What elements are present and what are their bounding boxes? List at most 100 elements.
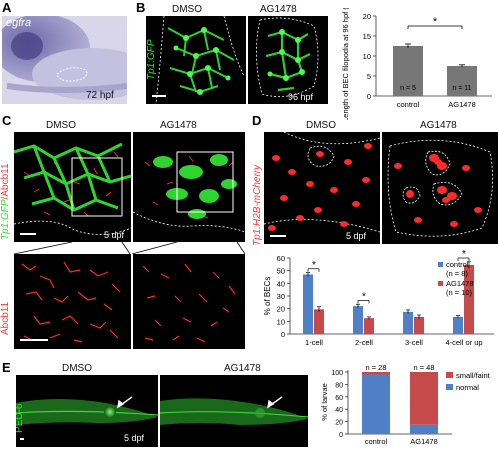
y-tick-label: 40 — [277, 279, 285, 288]
y-tick-label: 80 — [335, 382, 343, 389]
ped6-uptake-chart: 0 20 40 60 80 100 n = 28 control n = 48 AG1478 %… — [320, 363, 491, 446]
dmso-label: DMSO — [62, 363, 92, 374]
abcb11-text: /Abcb11 — [0, 163, 11, 200]
y-tick-label: 15 — [363, 32, 371, 41]
panel-label-a: A — [2, 0, 12, 15]
bar-n-label: n = 5 — [400, 85, 416, 92]
tp1-gfp-text: Tp1:GFP — [0, 199, 11, 240]
legend-swatch-normal — [446, 384, 453, 390]
panel-label-d: D — [252, 113, 262, 128]
panel-e-dmso-image: PED-6 5 dpf — [16, 375, 158, 447]
y-axis-label: % of larvae — [320, 383, 329, 421]
ag1478-label: AG1478 — [224, 363, 261, 374]
x-tick-label: AG1478 — [410, 437, 438, 446]
y-tick-label: 60 — [335, 395, 343, 402]
dmso-label: DMSO — [172, 4, 202, 15]
x-tick-label: 2-cell — [355, 338, 373, 347]
legend-control-n: (n = 8) — [446, 269, 468, 278]
timepoint-label: 72 hpf — [86, 90, 114, 101]
legend-ag1478: AG1478 — [446, 279, 474, 288]
timepoint-label: 5 dpf — [124, 433, 145, 443]
ag1478-ped6-larva — [160, 396, 308, 425]
ag1478-label: AG1478 — [160, 120, 197, 131]
ag1478-label: AG1478 — [420, 120, 457, 131]
dmso-gfp-abcb11-merge — [14, 142, 131, 235]
bar-normal-control — [362, 374, 390, 434]
ag1478-gfp-abcb11-merge — [133, 151, 245, 233]
bar-ag1478 — [447, 66, 477, 96]
panel-b-ag1478-image: 96 hpf — [248, 16, 328, 104]
y-tick-label: 30 — [277, 292, 285, 301]
y-tick-label: 20 — [335, 420, 343, 427]
timepoint-label: 96 hpf — [288, 92, 314, 102]
dmso-label: DMSO — [46, 120, 76, 131]
bar-small-faint-control — [362, 372, 390, 375]
ag1478-bec-network — [256, 17, 319, 98]
x-tick-label: control — [365, 437, 388, 446]
panel-d-dmso-image: 5 dpf — [264, 132, 380, 244]
gene-label: egfra — [6, 17, 32, 29]
ag1478-label: AG1478 — [260, 4, 297, 15]
y-axis-label: % of BECs — [263, 277, 272, 316]
timepoint-label: 5 dpf — [104, 230, 125, 240]
x-tick-label: control — [397, 100, 420, 109]
legend-swatch-small-faint — [446, 372, 453, 378]
ag1478-nuclei — [387, 139, 494, 237]
legend-swatch-ag1478 — [438, 281, 443, 286]
y-tick-label: 20 — [277, 305, 285, 314]
y-axis-label: Length of BEC filopodia at 96 hpf (µm) — [341, 8, 350, 120]
x-tick-label: 1-cell — [305, 338, 323, 347]
filopodia-length-chart: 0 5 10 15 20 n = 5 control n = 11 AG1478 Length… — [341, 8, 492, 120]
x-tick-label: AG1478 — [448, 100, 476, 109]
legend-ag1478-n: (n = 10) — [446, 288, 473, 297]
panel-c-dmso-abcb11-image — [14, 254, 131, 349]
x-tick-label: 4-cell or up — [445, 338, 482, 347]
panel-c-dmso-merge-image: 5 dpf — [14, 132, 131, 242]
bec-cluster-chart: 0 10 20 30 40 50 60 1-cell * 2-cell * 3-cell 4-cell… — [263, 250, 494, 347]
dmso-nuclei — [264, 132, 380, 237]
bar-control-3 — [453, 316, 463, 334]
bar-control — [393, 46, 423, 96]
ped6-label: PED-6 — [16, 403, 25, 433]
bar-ag1478-0 — [314, 309, 324, 334]
dmso-label: DMSO — [306, 120, 336, 131]
dmso-abcb11-canaliculi — [20, 261, 121, 343]
bar-normal-ag1478 — [410, 424, 438, 434]
y-tick-label: 40 — [335, 407, 343, 414]
y-tick-label: 0 — [339, 432, 343, 439]
bar-control-1 — [353, 306, 363, 334]
y-tick-label: 0 — [367, 92, 371, 101]
bar-control-0 — [303, 274, 313, 334]
tp1-gfp-label: Tp1:GFP — [146, 39, 157, 80]
panel-label-b: B — [136, 0, 146, 15]
panel-label-c: C — [2, 113, 12, 128]
reporter-text: Tp1:H2B-mCherry — [252, 164, 263, 246]
significance-star: * — [362, 291, 366, 302]
panel-e-ag1478-image — [160, 375, 308, 447]
embryo-in-situ-drawing — [2, 16, 127, 100]
x-tick-label: 3-cell — [405, 338, 423, 347]
panel-a-in-situ-image: egfra 72 hpf — [2, 16, 127, 104]
legend: control (n = 8) AG1478 (n = 10) — [438, 260, 474, 297]
legend-normal: normal — [456, 383, 479, 392]
significance-star: * — [433, 16, 438, 28]
panel-c-ag1478-abcb11-image — [133, 254, 245, 349]
bar-n-label: n = 28 — [365, 363, 386, 372]
y-tick-label: 0 — [281, 330, 285, 339]
tp1-gfp-abcb11-label: Tp1:GFP/Abcb11 — [0, 163, 11, 240]
abcb11-label: Abcb11 — [0, 301, 11, 335]
y-tick-label: 5 — [367, 72, 371, 81]
timepoint-label: 5 dpf — [346, 231, 367, 241]
legend-swatch-control — [438, 262, 443, 267]
tp1-h2b-mcherry-label: Tp1:H2B-mCherry — [252, 165, 263, 246]
y-tick-label: 50 — [277, 267, 285, 276]
dmso-bec-network — [152, 16, 245, 104]
bar-ag1478-3 — [464, 264, 474, 334]
significance-star: * — [312, 260, 316, 271]
y-tick-label: 10 — [363, 52, 371, 61]
zoom-connector-lines — [14, 242, 245, 254]
significance-star: * — [462, 250, 466, 260]
bar-n-label: n = 48 — [413, 363, 434, 372]
bar-ag1478-2 — [414, 316, 424, 334]
y-tick-label: 20 — [363, 12, 371, 21]
